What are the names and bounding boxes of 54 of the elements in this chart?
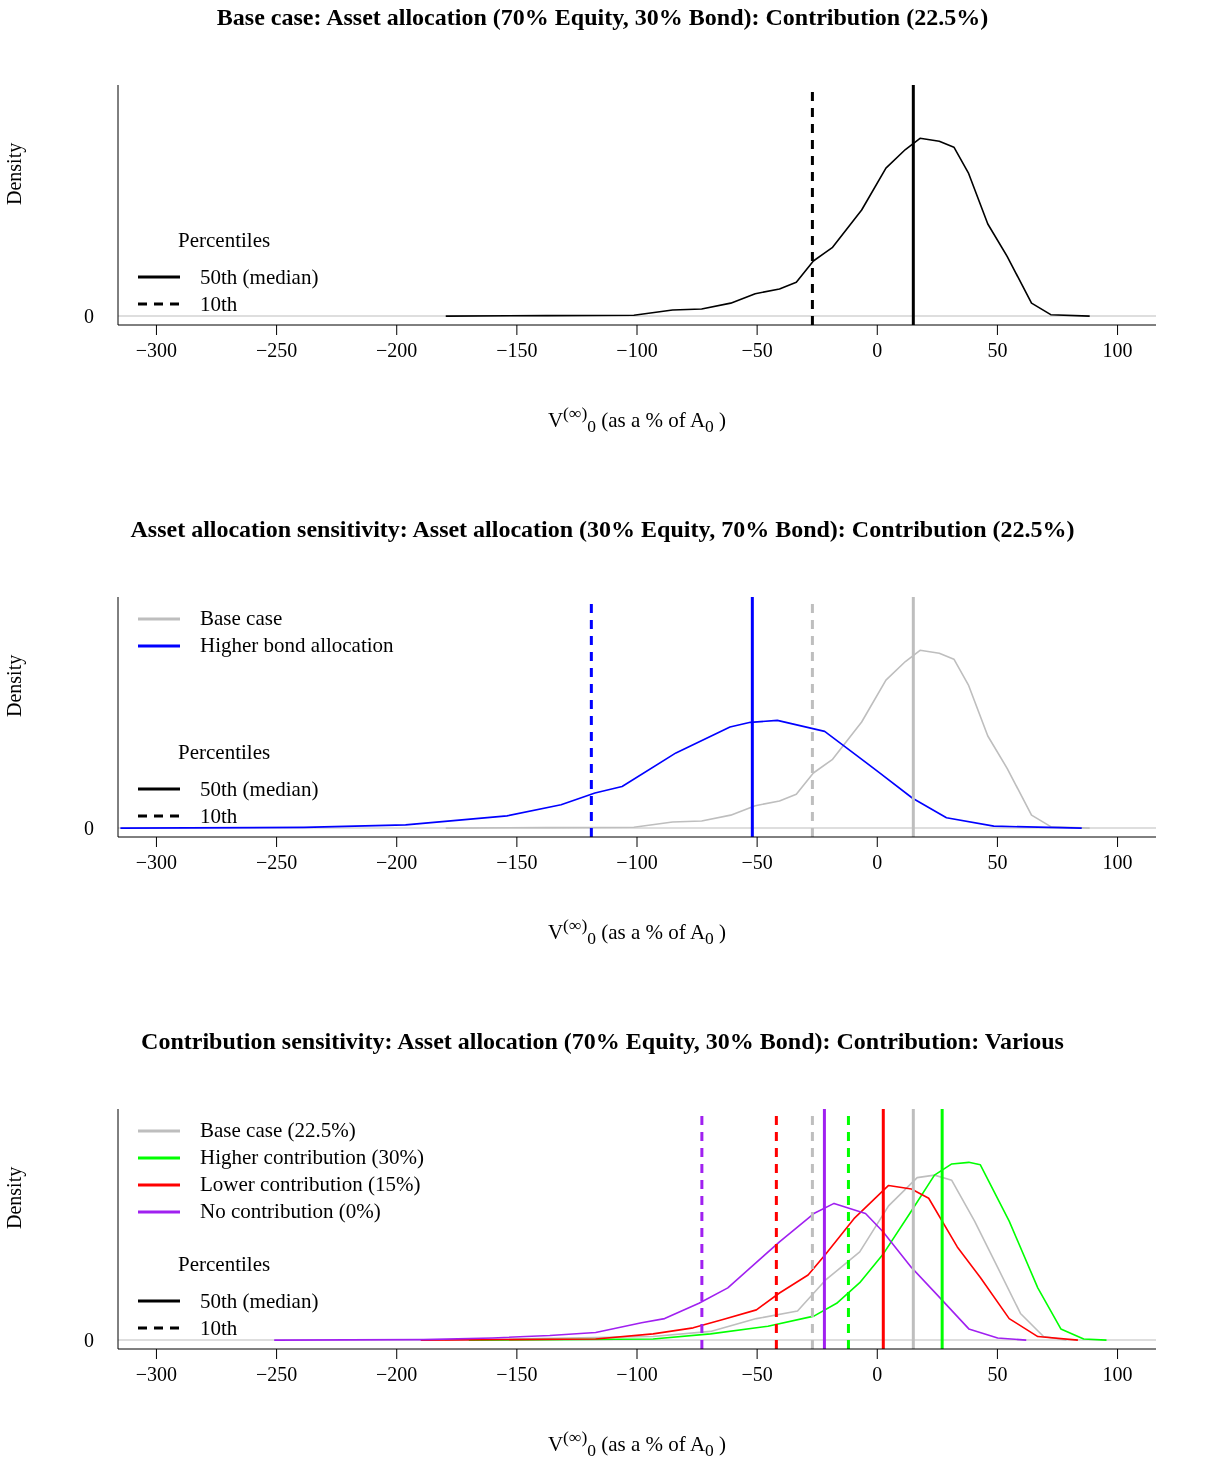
annotation: 50th (median) bbox=[200, 1289, 319, 1313]
x-tick-label: −250 bbox=[255, 851, 298, 874]
x-tick-label: −200 bbox=[376, 339, 418, 362]
x-tick-label: −150 bbox=[496, 851, 538, 874]
annotation: 10th bbox=[200, 1316, 238, 1340]
x-tick-label: −300 bbox=[135, 1363, 178, 1386]
legend-title: Percentiles bbox=[178, 1252, 271, 1276]
legend-label: Lower contribution (15%) bbox=[200, 1172, 421, 1197]
x-tick-label: −200 bbox=[376, 851, 418, 874]
x-axis-title: V$^{(∞)}$$_{0}$ (as a % of A$_{0}$ ) bbox=[546, 915, 728, 950]
x-axis-title: V$^{(∞)}$$_{0}$ (as a % of A$_{0}$ ) bbox=[546, 1427, 728, 1462]
legend-title: Percentiles bbox=[178, 740, 271, 764]
ref-line-label: 0 bbox=[84, 1329, 94, 1352]
legend-label: Higher contribution (30%) bbox=[200, 1145, 424, 1170]
x-tick-label: −100 bbox=[616, 851, 658, 874]
x-tick-label: −250 bbox=[255, 1363, 298, 1386]
x-tick-label: 100 bbox=[1102, 851, 1133, 874]
x-tick-label: 100 bbox=[1102, 339, 1133, 362]
x-tick-label: −100 bbox=[616, 1363, 658, 1386]
x-axis-title: V$^{(∞)}$$_{0}$ (as a % of A$_{0}$ ) bbox=[546, 403, 728, 438]
x-tick-label: 0 bbox=[872, 339, 883, 362]
chart-title: Contribution sensitivity: Asset allocation (70% Equity, 30% Bond): Contribution: Various bbox=[140, 1028, 1065, 1055]
x-tick-label: −100 bbox=[616, 339, 658, 362]
legend-label: No contribution (0%) bbox=[200, 1199, 381, 1224]
y-axis-title: Density bbox=[3, 654, 27, 717]
x-tick-label: 50 bbox=[987, 339, 1008, 362]
x-tick-label: −250 bbox=[255, 339, 298, 362]
x-tick-label: −150 bbox=[496, 1363, 538, 1386]
x-tick-label: 0 bbox=[872, 851, 883, 874]
x-tick-label: 50 bbox=[987, 1363, 1008, 1386]
annotation: 10th bbox=[200, 292, 238, 316]
chart-title: Base case: Asset allocation (70% Equity, 30% Bond): Contribution (22.5%) bbox=[215, 4, 990, 31]
annotation: 50th (median) bbox=[200, 777, 319, 801]
x-tick-label: 100 bbox=[1102, 1363, 1133, 1386]
x-tick-label: −300 bbox=[135, 339, 178, 362]
x-tick-label: −50 bbox=[741, 851, 773, 874]
legend-label: Base case bbox=[200, 606, 283, 631]
annotation: 50th (median) bbox=[200, 265, 319, 289]
y-axis-title: Density bbox=[3, 1166, 27, 1229]
y-axis-title: Density bbox=[3, 142, 27, 205]
x-tick-label: −200 bbox=[376, 1363, 418, 1386]
ref-line-label: 0 bbox=[84, 817, 94, 840]
legend-title: Percentiles bbox=[178, 228, 271, 252]
ref-line-label: 0 bbox=[84, 305, 94, 328]
x-tick-label: 50 bbox=[987, 851, 1008, 874]
x-tick-label: −150 bbox=[496, 339, 538, 362]
legend-label: Base case (22.5%) bbox=[200, 1118, 356, 1143]
x-tick-label: −300 bbox=[135, 851, 178, 874]
x-tick-label: −50 bbox=[741, 1363, 773, 1386]
x-tick-label: 0 bbox=[872, 1363, 883, 1386]
x-tick-label: −50 bbox=[741, 339, 773, 362]
chart-title: Asset allocation sensitivity: Asset allocation (30% Equity, 70% Bond): Contribution (22.5%) bbox=[129, 516, 1076, 543]
annotation: 10th bbox=[200, 804, 238, 828]
legend-label: Higher bond allocation bbox=[200, 633, 394, 658]
